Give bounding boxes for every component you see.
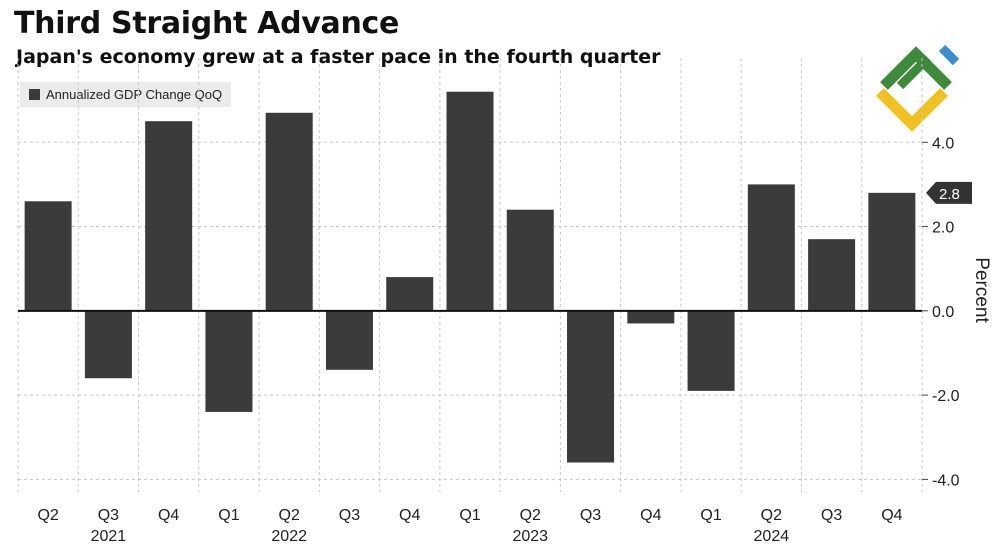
bar bbox=[446, 91, 494, 311]
bar bbox=[265, 112, 313, 311]
bar bbox=[506, 209, 554, 311]
x-tick-label: Q4 bbox=[881, 507, 902, 524]
last-value-badge bbox=[926, 181, 972, 204]
year-label: 2024 bbox=[754, 528, 790, 545]
bar bbox=[567, 310, 615, 463]
last-value-label: 2.8 bbox=[939, 186, 960, 203]
bar bbox=[205, 310, 253, 412]
bar bbox=[24, 201, 72, 311]
legend: Annualized GDP Change QoQ bbox=[20, 82, 232, 107]
logo-green-stroke bbox=[896, 54, 932, 90]
x-tick-label: Q1 bbox=[218, 507, 239, 524]
x-tick-label: Q2 bbox=[37, 507, 58, 524]
legend-label: Annualized GDP Change QoQ bbox=[46, 87, 223, 102]
y-tick-label: 2.0 bbox=[932, 220, 954, 237]
y-tick-label: -2.0 bbox=[932, 388, 960, 405]
bar bbox=[386, 277, 434, 311]
x-tick-label: Q2 bbox=[761, 507, 782, 524]
chart-title: Third Straight Advance bbox=[14, 6, 400, 41]
bar bbox=[687, 310, 735, 391]
bar bbox=[145, 121, 193, 311]
x-tick-label: Q3 bbox=[339, 507, 360, 524]
x-tick-label: Q3 bbox=[821, 507, 842, 524]
year-label: 2023 bbox=[512, 528, 548, 545]
y-tick-label: 4.0 bbox=[932, 135, 954, 152]
x-tick-label: Q4 bbox=[399, 507, 420, 524]
x-tick-label: Q1 bbox=[700, 507, 721, 524]
bar bbox=[808, 239, 856, 311]
bar bbox=[325, 310, 373, 370]
y-axis-label: Percent bbox=[971, 257, 992, 323]
bar bbox=[868, 192, 916, 311]
year-label: 2022 bbox=[271, 528, 307, 545]
logo-green-chevron bbox=[880, 46, 952, 90]
x-tick-label: Q3 bbox=[98, 507, 119, 524]
x-tick-label: Q1 bbox=[459, 507, 480, 524]
bar bbox=[84, 310, 132, 379]
y-tick-label: -4.0 bbox=[932, 472, 960, 489]
legend-swatch bbox=[29, 89, 40, 100]
brand-logo bbox=[876, 44, 960, 132]
bar bbox=[627, 310, 675, 324]
y-tick-label: 0.0 bbox=[932, 304, 954, 321]
x-tick-label: Q2 bbox=[279, 507, 300, 524]
year-label: 2021 bbox=[91, 528, 127, 545]
x-tick-label: Q3 bbox=[580, 507, 601, 524]
x-tick-label: Q4 bbox=[640, 507, 661, 524]
bar bbox=[747, 184, 795, 311]
chart-subtitle: Japan's economy grew at a faster pace in… bbox=[16, 46, 661, 68]
x-tick-label: Q2 bbox=[520, 507, 541, 524]
logo-blue-stroke bbox=[938, 44, 960, 66]
x-tick-label: Q4 bbox=[158, 507, 179, 524]
logo-yellow-chevron bbox=[876, 88, 948, 132]
